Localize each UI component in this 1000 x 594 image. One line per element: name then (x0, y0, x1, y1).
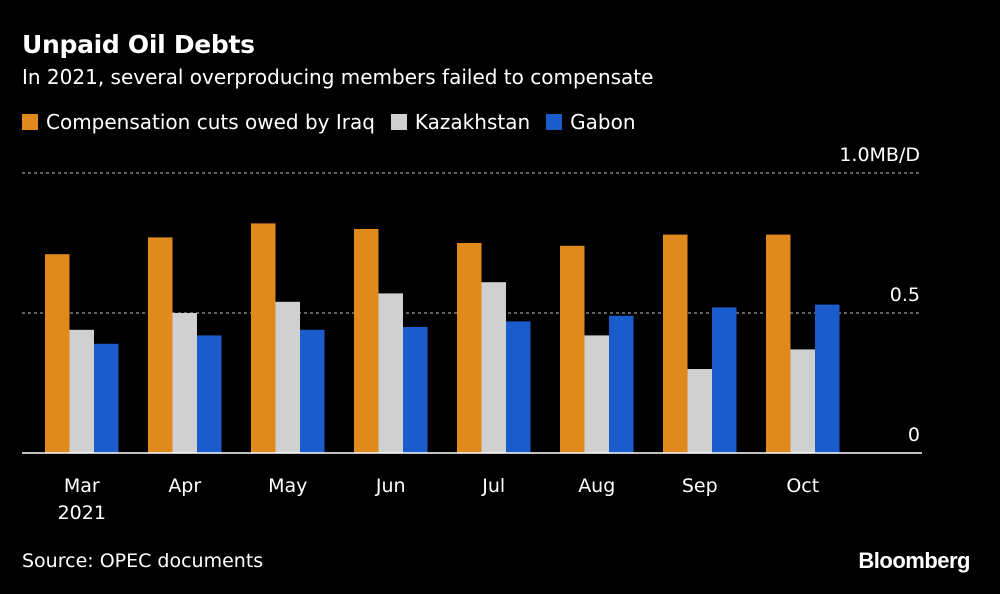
x-tick-year-label: 2021 (58, 502, 106, 524)
bar-apr-1 (172, 313, 197, 453)
legend-swatch-gabon (546, 114, 563, 130)
source-note: Source: OPEC documents (22, 550, 264, 572)
bar-apr-0 (148, 237, 173, 453)
bar-oct-1 (790, 349, 815, 453)
bar-sep-0 (663, 234, 688, 453)
bar-aug-0 (560, 245, 585, 453)
x-tick-label-may: May (268, 475, 307, 497)
legend-swatch-iraq (22, 114, 38, 130)
legend-item-gabon: Gabon (546, 110, 636, 134)
y-tick-label-0: 1.0MB/D (839, 144, 920, 166)
bar-may-1 (275, 301, 300, 453)
bloomberg-logo: Bloomberg (858, 548, 970, 573)
bar-apr-2 (197, 335, 222, 453)
bar-sep-2 (712, 307, 737, 453)
bar-oct-2 (815, 304, 840, 453)
chart-title: Unpaid Oil Debts (22, 30, 255, 59)
bar-jun-2 (403, 327, 428, 453)
legend-item-kazakhstan: Kazakhstan (390, 110, 531, 134)
x-tick-label-apr: Apr (168, 475, 201, 497)
bar-mar-1 (69, 329, 94, 453)
bar-jul-2 (506, 321, 531, 453)
x-tick-label-jul: Jul (481, 475, 505, 497)
legend: Compensation cuts owed by Iraq Kazakhsta… (22, 110, 652, 134)
legend-swatch-kazakhstan (390, 114, 407, 130)
x-tick-label-oct: Oct (786, 475, 819, 497)
bar-jun-0 (354, 229, 379, 453)
bar-jul-0 (457, 243, 482, 453)
bar-jun-1 (378, 293, 403, 453)
bar-oct-0 (766, 234, 791, 453)
x-tick-label-aug: Aug (578, 475, 615, 497)
bar-mar-2 (94, 343, 119, 453)
legend-label-gabon: Gabon (570, 110, 636, 134)
y-tick-label-2: 0 (908, 424, 920, 446)
bar-jul-1 (481, 282, 506, 453)
x-tick-label-jun: Jun (375, 475, 406, 497)
y-tick-label-1: 0.5 (890, 284, 920, 306)
x-tick-label-mar: Mar (64, 475, 100, 497)
chart-subtitle: In 2021, several overproducing members f… (22, 65, 654, 89)
bar-may-0 (251, 223, 276, 453)
bar-may-2 (300, 329, 325, 453)
bar-aug-2 (609, 315, 634, 453)
legend-label-iraq: Compensation cuts owed by Iraq (46, 110, 375, 134)
bar-sep-1 (687, 369, 712, 453)
legend-label-kazakhstan: Kazakhstan (414, 110, 531, 134)
bar-mar-0 (45, 254, 70, 453)
legend-item-iraq: Compensation cuts owed by Iraq (22, 110, 375, 134)
bar-aug-1 (584, 335, 609, 453)
x-tick-label-sep: Sep (682, 475, 718, 497)
